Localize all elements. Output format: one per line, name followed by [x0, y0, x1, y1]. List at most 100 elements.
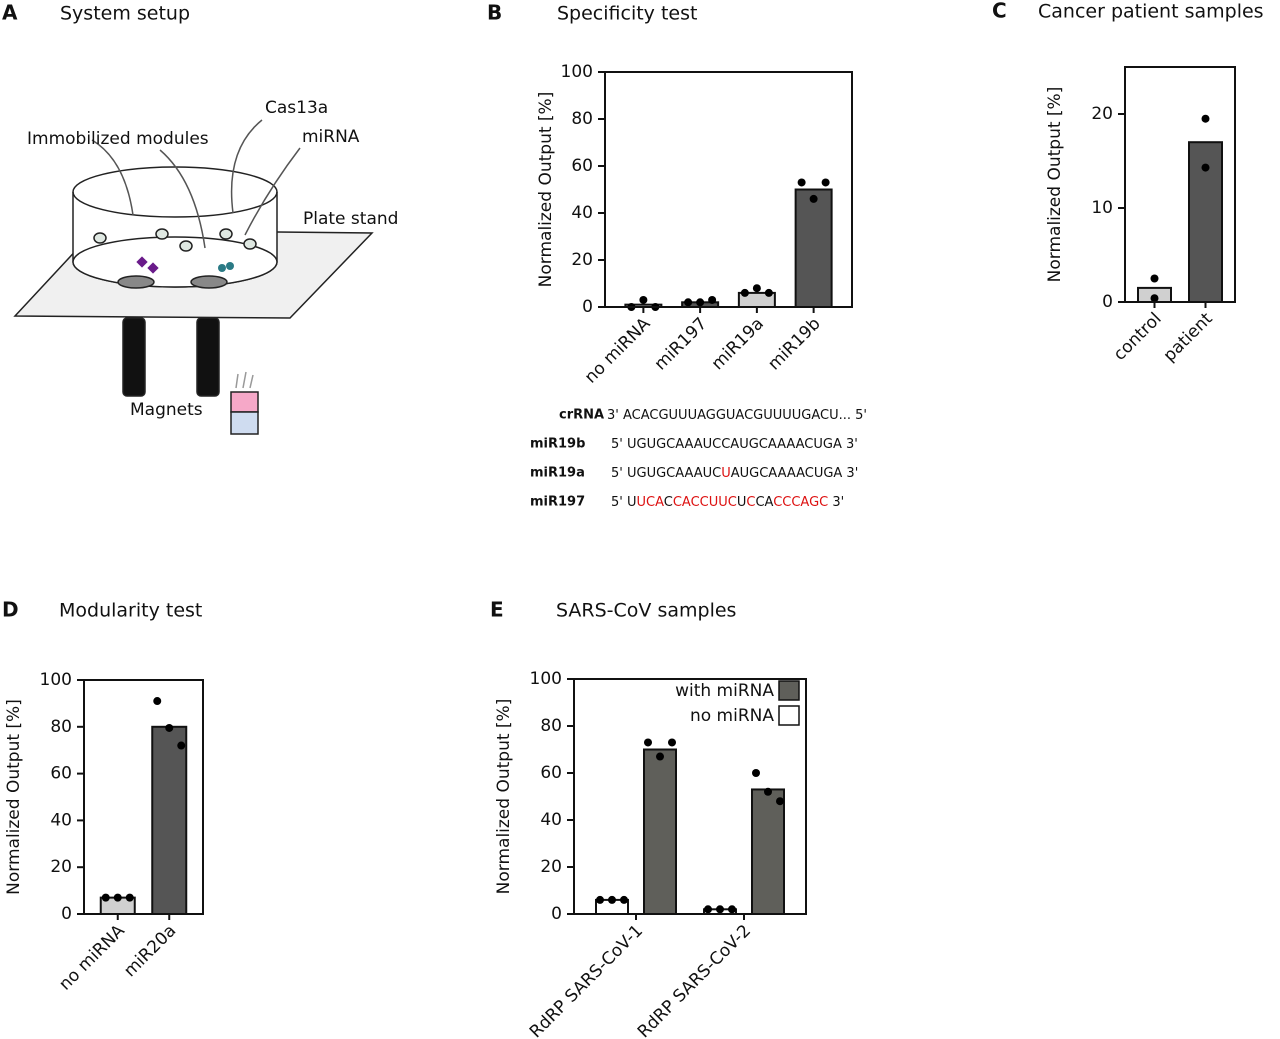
panel-letter: C	[992, 0, 1007, 23]
y-tick-label: 0	[551, 904, 562, 924]
plot-frame	[1124, 66, 1236, 303]
plot-frame	[83, 679, 204, 915]
setup-diagram	[13, 119, 374, 435]
data-point	[668, 738, 676, 747]
data-point	[684, 298, 693, 307]
x-tick-label: RdRP SARS-CoV-1	[526, 921, 647, 1039]
y-tick-label: 20	[1091, 104, 1113, 124]
panel-title: Modularity test	[59, 600, 202, 622]
sequence: 5' UGUGCAAAUCUAUGCAAAACUGA 3'	[611, 466, 858, 481]
module-marker	[218, 264, 226, 272]
data-point	[620, 895, 628, 904]
data-point	[708, 295, 717, 304]
magnet	[196, 317, 220, 397]
data-point	[1150, 294, 1159, 303]
sequence-segment: UCA	[637, 495, 665, 510]
data-point	[165, 723, 174, 732]
y-axis-label: Normalized Output [%]	[494, 699, 514, 895]
module-marker	[226, 262, 234, 270]
data-point	[153, 697, 162, 706]
sequence: 3' ACACGUUUAGGUACGUUUUGACU... 5'	[607, 408, 867, 423]
data-point	[125, 893, 134, 902]
x-tick-label: miR19a	[708, 314, 768, 374]
diagram-label: Cas13a	[265, 98, 328, 118]
y-tick-label: 0	[1102, 292, 1113, 312]
x-tick-label: miR20a	[120, 921, 180, 981]
enzyme	[93, 232, 107, 244]
x-tick-label: control	[1110, 309, 1166, 365]
y-tick-label: 60	[50, 764, 72, 784]
y-tick-label: 60	[571, 156, 593, 176]
sequence-segment: 5' U	[611, 495, 637, 510]
data-point	[101, 893, 110, 902]
data-point	[1201, 163, 1210, 172]
x-tick-label: RdRP SARS-CoV-2	[634, 921, 755, 1039]
sequence-segment: CA	[755, 495, 773, 510]
legend-label: no miRNA	[690, 706, 774, 726]
y-axis-label: Normalized Output [%]	[1045, 87, 1065, 283]
magnet	[122, 317, 146, 397]
data-point	[639, 295, 648, 304]
module-marker	[136, 256, 148, 268]
panel-title: Specificity test	[557, 3, 697, 25]
sequence-name: miR19b	[530, 437, 585, 452]
arrow	[91, 139, 134, 216]
y-tick-label: 40	[571, 203, 593, 223]
y-tick-label: 40	[540, 810, 562, 830]
y-tick-label: 0	[61, 904, 72, 924]
y-tick-label: 20	[50, 857, 72, 877]
data-point	[1150, 274, 1159, 283]
diagram-label: Magnets	[130, 400, 203, 420]
legend-swatch	[778, 705, 800, 726]
plot-frame	[573, 678, 807, 915]
y-tick-label: 100	[40, 670, 72, 690]
data-point	[716, 905, 724, 914]
panel-letter: E	[490, 598, 504, 622]
enzyme	[243, 238, 257, 250]
y-axis-label: Normalized Output [%]	[4, 699, 24, 895]
x-tick-label: miR197	[651, 314, 711, 374]
sequence-segment: C	[746, 495, 755, 510]
data-point	[608, 895, 616, 904]
module	[117, 275, 155, 289]
x-tick-label: patient	[1160, 309, 1217, 366]
data-point	[740, 288, 749, 297]
module	[190, 275, 228, 289]
plot-frame	[604, 71, 853, 308]
arrow	[244, 147, 301, 236]
data-point	[821, 178, 830, 187]
data-point	[644, 738, 652, 747]
panel-letter: A	[2, 1, 18, 25]
bar	[751, 788, 785, 916]
sequence-name: crRNA	[559, 408, 604, 423]
sequence-segment: C	[664, 495, 673, 510]
enzyme	[155, 228, 169, 240]
data-point	[177, 741, 186, 750]
sequence-segment: U	[721, 466, 731, 481]
panel-title: Cancer patient samples	[1038, 1, 1264, 23]
enzyme	[219, 228, 233, 240]
x-tick-label: miR19b	[764, 314, 824, 374]
sequence-segment: 5' UGUGCAAAUCCAUGCAAAACUGA 3'	[611, 437, 858, 452]
sequence: 5' UGUGCAAAUCCAUGCAAAACUGA 3'	[611, 437, 858, 452]
data-point	[596, 895, 604, 904]
diagram-label: Plate stand	[303, 209, 398, 229]
data-point	[764, 288, 773, 297]
y-tick-label: 100	[561, 62, 593, 82]
data-point	[752, 769, 760, 777]
data-point	[1201, 114, 1210, 123]
sequence-name: miR197	[530, 495, 585, 510]
y-axis-label: Normalized Output [%]	[536, 92, 556, 288]
panel-letter: B	[487, 1, 502, 25]
bar	[643, 748, 677, 915]
y-tick-label: 100	[530, 669, 562, 689]
sequence-segment: U	[737, 495, 747, 510]
sequence-segment: 5' UGUGCAAAUC	[611, 466, 721, 481]
data-point	[776, 797, 784, 806]
data-point	[797, 178, 806, 187]
data-point	[113, 893, 122, 902]
legend-label: with miRNA	[675, 681, 774, 701]
sequence-segment: CCUUC	[691, 495, 737, 510]
y-tick-label: 80	[540, 716, 562, 736]
